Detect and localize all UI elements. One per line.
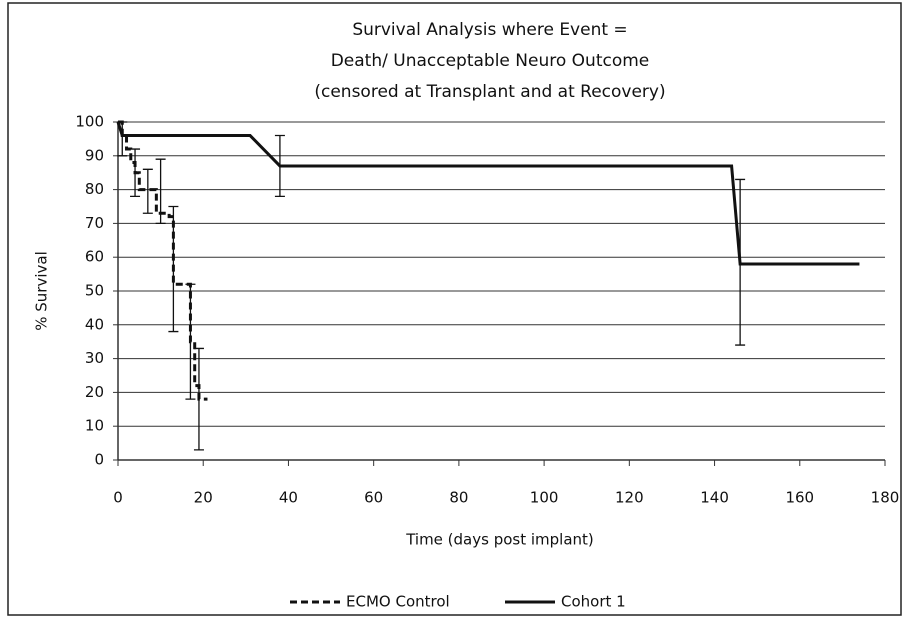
error-bar [130,148,141,198]
error-bar [274,134,285,198]
x-tick-label: 80 [449,489,468,507]
legend-label: ECMO Control [346,593,450,611]
x-tick-label: 60 [364,489,383,507]
x-tick-label: 40 [279,489,298,507]
x-tick-label: 0 [113,489,123,507]
legend-label: Cohort 1 [561,593,626,611]
y-tick-label: 60 [85,248,104,266]
error-bar [185,283,196,400]
chart-title: Death/ Unacceptable Neuro Outcome [331,51,650,71]
x-tick-label: 120 [615,489,644,507]
y-tick-label: 70 [85,214,104,232]
y-tick-label: 50 [85,282,104,300]
series-line [118,120,208,401]
y-tick-label: 10 [85,417,104,435]
x-tick-label: 140 [700,489,729,507]
x-axis-label: Time (days post implant) [405,531,594,549]
error-bar [193,347,204,451]
chart-border [7,2,902,616]
error-bar [168,205,179,333]
x-tick-label: 100 [530,489,559,507]
error-bar [735,178,746,346]
x-tick-label: 180 [871,489,900,507]
x-tick-label: 160 [785,489,814,507]
error-bar [155,158,166,225]
y-tick-label: 0 [94,451,104,469]
y-tick-label: 90 [85,146,104,164]
y-tick-label: 30 [85,349,104,367]
y-axis-label: % Survival [33,251,51,331]
error-bar [142,168,153,214]
y-tick-label: 40 [85,315,104,333]
chart-title: (censored at Transplant and at Recovery) [314,82,665,102]
y-tick-label: 100 [75,113,104,131]
chart-title: Survival Analysis where Event = [352,20,627,40]
y-tick-label: 20 [85,383,104,401]
y-tick-label: 80 [85,180,104,198]
x-tick-label: 20 [194,489,213,507]
